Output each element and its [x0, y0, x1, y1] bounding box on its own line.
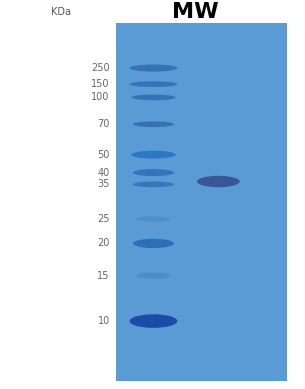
Ellipse shape [197, 176, 240, 187]
Text: 50: 50 [97, 150, 110, 159]
Text: 150: 150 [91, 79, 110, 89]
Ellipse shape [130, 314, 178, 328]
Bar [116, 23, 287, 381]
Text: 35: 35 [97, 179, 110, 189]
Ellipse shape [136, 272, 170, 279]
Text: KDa: KDa [51, 7, 71, 17]
Ellipse shape [133, 239, 174, 248]
Ellipse shape [130, 81, 178, 87]
Text: MW: MW [172, 2, 218, 22]
Text: 100: 100 [92, 93, 110, 102]
Text: 20: 20 [97, 238, 110, 249]
Ellipse shape [136, 216, 170, 222]
Text: 25: 25 [97, 214, 110, 224]
Ellipse shape [131, 151, 176, 159]
Text: 10: 10 [98, 316, 110, 326]
Text: 15: 15 [97, 271, 110, 280]
Text: 40: 40 [98, 168, 110, 177]
Ellipse shape [130, 65, 178, 72]
Ellipse shape [133, 182, 174, 187]
Text: 70: 70 [97, 119, 110, 129]
Ellipse shape [133, 169, 174, 176]
Text: 250: 250 [91, 63, 110, 73]
Ellipse shape [131, 95, 176, 100]
Ellipse shape [133, 121, 174, 127]
